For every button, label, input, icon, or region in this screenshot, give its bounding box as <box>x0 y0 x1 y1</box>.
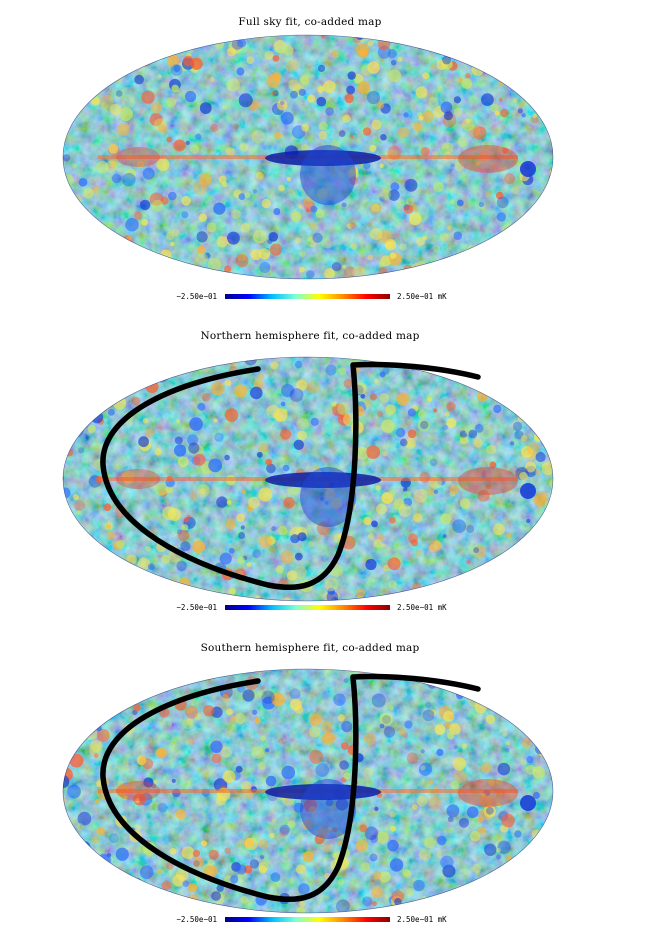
colorbar-unit: mK <box>437 603 447 612</box>
panel-title: Full sky fit, co-added map <box>238 16 382 28</box>
colorbar-min-label: −2.50e−01 <box>176 603 217 612</box>
panel-title: Southern hemisphere fit, co-added map <box>200 642 420 654</box>
colorbar-min-label: −2.50e−01 <box>176 915 217 924</box>
colorbar-max-label: 2.50e−01 mK <box>397 292 447 301</box>
colorbar-gradient <box>225 294 390 299</box>
colorbar-unit: mK <box>437 292 447 301</box>
sky-map-southern-fit <box>62 668 554 914</box>
colorbar-unit: mK <box>437 915 447 924</box>
hemisphere-outline <box>100 361 481 591</box>
colorbar-max-label: 2.50e−01 mK <box>397 603 447 612</box>
colorbar: −2.50e−01 2.50e−01 mK <box>0 292 620 306</box>
colorbar: −2.50e−01 2.50e−01 mK <box>0 915 620 929</box>
colorbar: −2.50e−01 2.50e−01 mK <box>0 603 620 617</box>
colorbar-min-label: −2.50e−01 <box>176 292 217 301</box>
colorbar-gradient <box>225 605 390 610</box>
sky-map-northern-fit <box>62 356 554 602</box>
colorbar-gradient <box>225 917 390 922</box>
colorbar-max-label: 2.50e−01 mK <box>397 915 447 924</box>
panel-title: Northern hemisphere fit, co-added map <box>200 330 420 342</box>
hemisphere-outline <box>100 673 481 903</box>
sky-map-full-sky <box>62 34 554 280</box>
